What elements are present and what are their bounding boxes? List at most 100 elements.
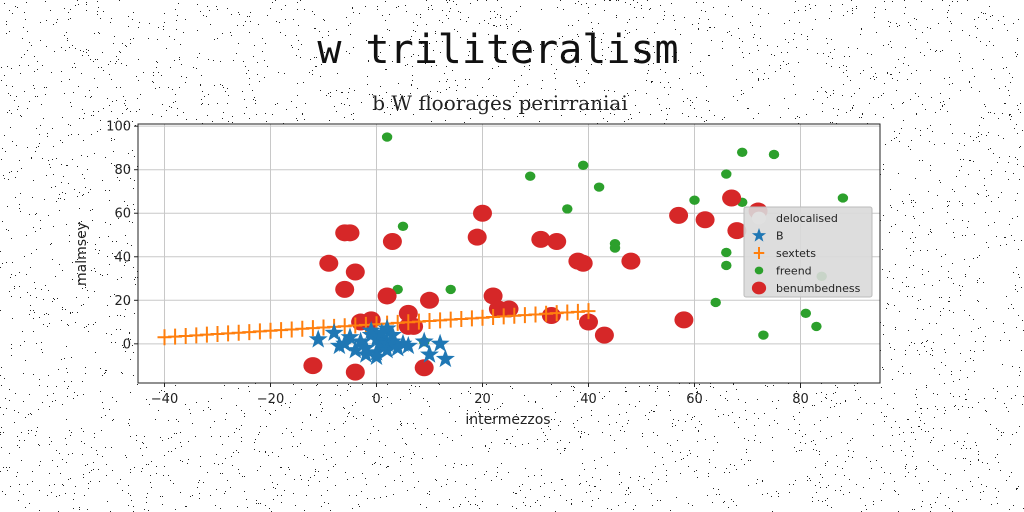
- x-axis-ticks: −40 −20 0 20 40 60 80: [151, 383, 809, 407]
- legend-marker: [751, 228, 767, 242]
- data-point: [727, 222, 747, 240]
- legend-marker: [754, 266, 764, 275]
- data-point: [800, 308, 812, 319]
- data-point: [695, 211, 715, 229]
- data-point: [335, 333, 355, 352]
- data-point: [594, 326, 614, 344]
- data-point: [721, 260, 732, 271]
- y-axis-label: malmsey: [74, 222, 90, 286]
- data-point: [382, 331, 402, 350]
- data-point: [435, 349, 455, 368]
- y-tick-label: 100: [106, 120, 131, 135]
- data-point: [377, 318, 397, 337]
- data-point: [621, 252, 641, 270]
- data-point: [568, 252, 588, 270]
- data-point: [669, 206, 689, 224]
- y-tick-label: 60: [114, 207, 131, 222]
- legend-label: benumbedness: [776, 282, 861, 295]
- legend-label: delocalised: [776, 212, 838, 225]
- data-point: [581, 303, 596, 320]
- data-point: [579, 313, 598, 331]
- data-point: [356, 344, 376, 363]
- data-point: [367, 346, 386, 365]
- data-point: [562, 204, 573, 214]
- data-point: [340, 224, 360, 242]
- data-point: [689, 195, 700, 205]
- x-tick-label: 80: [792, 392, 809, 407]
- data-point: [345, 263, 365, 281]
- data-point: [593, 182, 605, 192]
- legend-marker: [753, 247, 765, 259]
- series-sextets: [157, 303, 596, 346]
- data-point: [736, 147, 748, 157]
- x-tick-label: 60: [686, 392, 703, 407]
- data-point: [308, 329, 328, 348]
- data-point: [609, 243, 621, 253]
- data-point: [404, 317, 424, 335]
- data-point: [577, 160, 589, 171]
- x-tick-label: 20: [474, 392, 491, 407]
- data-point: [483, 287, 503, 305]
- data-point: [473, 204, 492, 222]
- data-point: [329, 336, 349, 355]
- y-tick-label: 20: [114, 294, 131, 309]
- data-marks: [157, 132, 849, 381]
- data-point: [541, 307, 561, 325]
- data-point: [420, 344, 439, 363]
- data-point: [547, 233, 567, 251]
- plot-frame: [137, 123, 881, 384]
- legend-label: B: [776, 230, 784, 243]
- chart-title: w triliteralism: [317, 27, 678, 73]
- data-point: [335, 280, 355, 298]
- data-point: [372, 336, 392, 355]
- plot-area: [137, 123, 881, 384]
- x-tick-label: 0: [372, 392, 380, 407]
- data-point: [531, 230, 551, 248]
- data-point: [319, 254, 339, 272]
- legend-label: sextets: [776, 247, 816, 260]
- data-point: [445, 284, 456, 295]
- data-point: [397, 221, 409, 231]
- legend-label: freend: [776, 265, 812, 278]
- data-point: [303, 357, 323, 375]
- x-tick-label: −20: [257, 392, 284, 407]
- data-point: [381, 132, 393, 142]
- legend-marker: [751, 281, 767, 295]
- data-point: [768, 149, 780, 160]
- data-point: [837, 193, 849, 203]
- y-tick-label: 0: [123, 337, 131, 352]
- data-point: [430, 333, 450, 352]
- data-point: [377, 287, 397, 305]
- y-axis-ticks: 0 20 40 60 80 100: [106, 120, 138, 352]
- data-point: [467, 228, 487, 246]
- legend-box: [743, 206, 873, 298]
- data-point: [382, 325, 402, 344]
- data-point: [674, 311, 694, 329]
- data-point: [721, 247, 732, 258]
- data-point: [811, 321, 822, 332]
- data-point: [721, 169, 732, 179]
- data-point: [351, 331, 371, 350]
- data-point: [414, 359, 434, 377]
- data-point: [420, 291, 439, 309]
- y-tick-label: 80: [114, 163, 131, 178]
- data-point: [367, 329, 386, 348]
- data-point: [388, 338, 408, 357]
- data-point: [382, 233, 402, 251]
- data-point: [340, 327, 360, 346]
- data-point: [345, 340, 365, 359]
- x-axis-label: intermezzos: [465, 412, 550, 428]
- data-point: [758, 330, 769, 340]
- data-point: [722, 189, 742, 207]
- x-tick-label: 40: [580, 392, 597, 407]
- data-point: [324, 322, 344, 341]
- data-point: [414, 331, 434, 350]
- data-point: [398, 336, 418, 355]
- legend-marker: [751, 211, 767, 225]
- series-B: [308, 318, 455, 368]
- data-point: [398, 304, 418, 322]
